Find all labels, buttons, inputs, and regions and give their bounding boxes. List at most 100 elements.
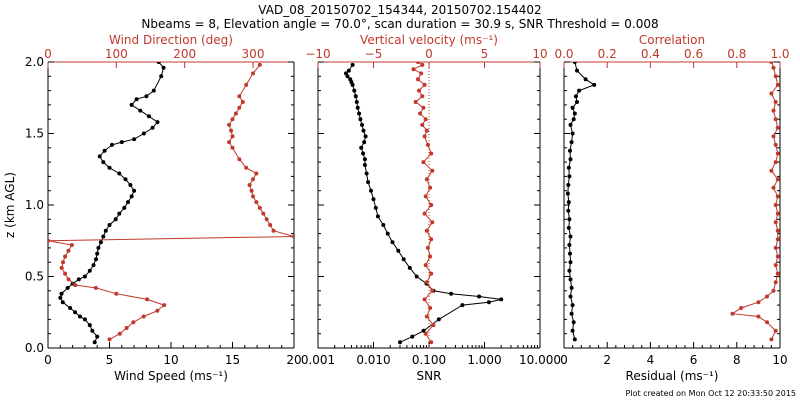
data-point <box>428 254 433 259</box>
data-point <box>375 214 380 219</box>
data-point <box>159 74 164 79</box>
data-point <box>567 243 572 247</box>
data-point <box>122 205 127 210</box>
data-point <box>422 211 427 216</box>
data-point <box>73 283 78 288</box>
data-point <box>361 151 366 156</box>
title-line-2: Nbeams = 8, Elevation angle = 70.0°, sca… <box>141 17 658 31</box>
data-point <box>101 234 106 239</box>
data-point <box>363 134 368 139</box>
bottom-axis-title: Residual (ms⁻¹) <box>626 369 719 383</box>
data-point <box>229 128 234 133</box>
data-point <box>583 77 588 82</box>
data-point <box>268 223 273 227</box>
data-point <box>91 263 96 268</box>
data-point <box>113 217 118 222</box>
data-point <box>161 65 166 70</box>
data-point <box>775 237 780 242</box>
data-point <box>162 303 167 308</box>
data-point <box>98 240 103 245</box>
data-point <box>48 238 50 243</box>
data-point <box>257 205 262 210</box>
bottom-tick-label: 0 <box>44 353 52 367</box>
data-point <box>101 160 106 165</box>
data-point <box>240 100 245 104</box>
y-tick-label: 0.0 <box>25 341 44 355</box>
data-point <box>571 117 576 122</box>
data-point <box>775 254 780 259</box>
data-point <box>421 105 426 110</box>
data-point <box>362 157 367 162</box>
data-point <box>773 220 778 225</box>
bottom-tick-label: 4 <box>647 353 655 367</box>
bottom-tick-label: 10.000 <box>519 353 561 367</box>
data-point <box>124 326 129 330</box>
top-tick-label: −10 <box>305 47 330 61</box>
data-point <box>566 208 571 213</box>
data-point <box>573 94 578 99</box>
data-point <box>430 288 435 293</box>
data-point <box>107 165 112 170</box>
data-point <box>117 211 122 216</box>
data-point <box>413 100 418 104</box>
data-point <box>773 203 778 207</box>
data-point <box>251 177 255 182</box>
data-point <box>769 62 774 64</box>
data-point <box>775 271 780 276</box>
data-point <box>568 277 573 282</box>
data-point <box>572 111 577 116</box>
data-point <box>371 197 376 202</box>
bottom-tick-label: 2 <box>603 353 611 367</box>
data-point <box>422 297 427 302</box>
data-point <box>146 114 151 119</box>
data-point <box>344 71 348 76</box>
top-tick-label: 0.8 <box>727 47 746 61</box>
data-point <box>569 285 574 290</box>
data-point <box>773 280 778 285</box>
data-point <box>230 145 235 150</box>
data-point <box>773 117 778 122</box>
top-tick-label: −5 <box>365 47 383 61</box>
data-point <box>151 88 156 93</box>
data-point <box>155 308 160 313</box>
top-tick-label: 0.0 <box>554 47 573 61</box>
data-point <box>775 177 780 182</box>
bottom-tick-label: 10 <box>772 353 787 367</box>
series-wind-direction <box>48 62 294 342</box>
data-point <box>390 240 395 245</box>
data-point <box>773 263 778 268</box>
data-point <box>417 88 421 93</box>
data-point <box>90 328 95 333</box>
data-point <box>123 177 128 182</box>
data-point <box>362 140 367 145</box>
data-point <box>565 191 570 196</box>
data-point <box>775 194 780 199</box>
data-point <box>414 274 419 279</box>
data-point <box>95 334 100 339</box>
data-point <box>359 145 364 150</box>
data-point <box>59 265 64 270</box>
data-point <box>739 306 744 310</box>
data-point <box>773 328 778 333</box>
data-point <box>141 131 146 136</box>
data-point <box>156 62 161 64</box>
data-point <box>775 211 780 216</box>
data-point <box>407 265 412 270</box>
y-tick-label: 0.5 <box>25 270 44 284</box>
bottom-tick-label: 20 <box>286 353 301 367</box>
data-point <box>353 94 358 99</box>
data-point <box>568 294 573 299</box>
data-point <box>567 268 572 273</box>
top-axis-title: Vertical velocity (ms⁻¹) <box>360 33 498 47</box>
top-tick-label: 0.4 <box>641 47 660 61</box>
top-tick-label: 5 <box>481 47 489 61</box>
data-point <box>346 68 351 73</box>
data-point <box>421 328 426 333</box>
data-point <box>429 340 434 345</box>
bottom-axis-title: SNR <box>417 369 442 383</box>
data-point <box>570 328 575 333</box>
data-point <box>486 300 491 305</box>
data-point <box>261 211 266 216</box>
data-point <box>233 111 238 116</box>
